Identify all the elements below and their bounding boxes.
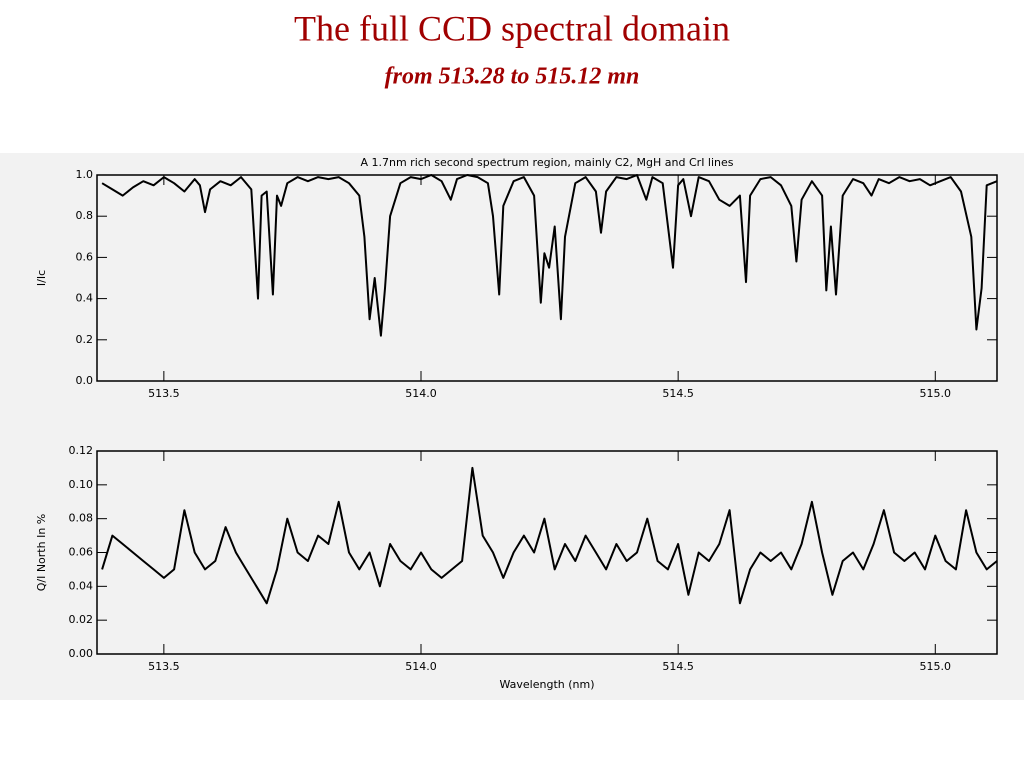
x-tick-label: 515.0 [920, 660, 952, 673]
x-axis-label: Wavelength (nm) [499, 678, 594, 691]
spectrum-line [101, 174, 998, 337]
y-tick-label: 0.4 [76, 292, 94, 305]
y-tick-label: 1.0 [76, 168, 94, 181]
spectrum-line [101, 466, 998, 605]
y-axis-label: Q/I North In % [35, 514, 48, 592]
y-tick-label: 0.04 [69, 579, 94, 592]
y-tick-label: 0.12 [69, 444, 94, 457]
x-tick-label: 513.5 [148, 387, 180, 400]
y-tick-label: 0.8 [76, 209, 94, 222]
slide-title: The full CCD spectral domain [294, 8, 730, 48]
y-tick-label: 0.08 [69, 512, 94, 525]
x-tick-label: 514.0 [405, 660, 437, 673]
y-tick-label: 0.6 [76, 250, 94, 263]
chart-title: A 1.7nm rich second spectrum region, mai… [360, 156, 733, 169]
x-tick-label: 514.5 [662, 387, 694, 400]
y-tick-label: 0.06 [69, 546, 94, 559]
plot-panel [0, 153, 1024, 700]
y-axis-label: I/Ic [35, 270, 48, 286]
x-tick-label: 514.0 [405, 387, 437, 400]
y-tick-label: 0.2 [76, 333, 94, 346]
x-tick-label: 514.5 [662, 660, 694, 673]
y-tick-label: 0.0 [76, 374, 94, 387]
x-tick-label: 513.5 [148, 660, 180, 673]
y-tick-label: 0.02 [69, 613, 94, 626]
y-tick-label: 0.10 [69, 478, 94, 491]
plot-frame [96, 174, 998, 382]
slide-subtitle: from 513.28 to 515.12 mn [385, 64, 640, 90]
y-tick-label: 0.00 [69, 647, 94, 660]
x-tick-label: 515.0 [920, 387, 952, 400]
